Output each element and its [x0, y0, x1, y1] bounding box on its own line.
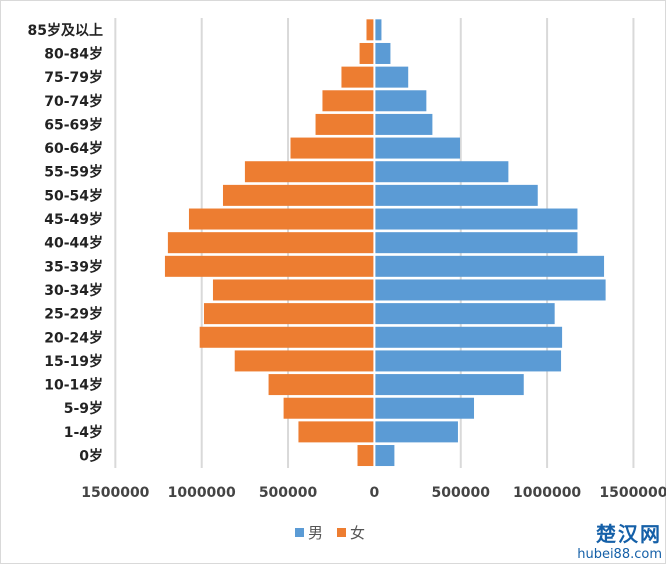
category-label: 70-74岁 [44, 93, 103, 110]
bar-female [212, 279, 374, 301]
bar-male [375, 397, 475, 419]
bar-female [234, 350, 374, 372]
bar-female [244, 161, 374, 183]
bar-female [199, 326, 374, 348]
bar-male [375, 279, 606, 301]
category-label: 80-84岁 [44, 45, 103, 62]
watermark-name: 楚汉网 [596, 522, 662, 546]
x-tick-labels: 1500000 1000000 500000 0 500000 1000000 150000… [81, 485, 666, 501]
bar-male [375, 42, 391, 64]
legend-label: 男 [308, 524, 323, 542]
category-label: 45-49岁 [44, 211, 103, 228]
bar-female [366, 19, 374, 41]
legend-swatch [295, 528, 304, 537]
category-label: 55-59岁 [44, 164, 103, 181]
category-label: 10-14岁 [44, 377, 103, 394]
bar-female [268, 374, 374, 396]
category-label: 85岁及以上 [28, 22, 103, 39]
watermark-logo: 楚汉网 hubei88.com [577, 518, 662, 562]
bar-female [222, 184, 374, 206]
legend-label: 女 [350, 524, 365, 542]
bar-female [203, 303, 374, 325]
category-label: 75-79岁 [44, 69, 103, 86]
x-tick-label: 1000000 [168, 485, 236, 501]
legend: 男女 [295, 524, 365, 542]
bar-female [164, 255, 374, 277]
watermark-url: hubei88.com [577, 547, 662, 562]
bar-female [298, 421, 374, 443]
x-tick-label: 500000 [432, 485, 491, 501]
x-tick-label: 500000 [259, 485, 318, 501]
bar-male [375, 66, 409, 88]
category-label: 60-64岁 [44, 140, 103, 157]
bar-male [375, 208, 578, 230]
bars [164, 19, 606, 467]
bar-female [357, 445, 374, 467]
bar-male [375, 161, 509, 183]
category-label: 1-4岁 [64, 424, 103, 441]
x-tick-label: 1000000 [513, 485, 581, 501]
bar-female [167, 232, 374, 254]
bar-male [375, 232, 578, 254]
bar-male [375, 184, 538, 206]
category-label: 65-69岁 [44, 116, 103, 133]
x-tick-label: 1500000 [599, 485, 666, 501]
bar-female [322, 90, 374, 112]
category-label: 20-24岁 [44, 329, 103, 346]
bar-female [290, 137, 374, 159]
bar-male [375, 19, 382, 41]
bar-male [375, 90, 427, 112]
bar-male [375, 303, 555, 325]
category-label: 30-34岁 [44, 282, 103, 299]
x-tick-label: 0 [370, 485, 380, 501]
bar-female [359, 42, 374, 64]
legend-swatch [337, 528, 346, 537]
bar-female [341, 66, 374, 88]
bar-male [375, 350, 562, 372]
bar-female [315, 113, 374, 135]
category-labels: 85岁及以上 80-84岁 75-79岁 70-74岁 65-69岁 60-64岁 55-5… [28, 22, 103, 465]
bar-male [375, 137, 461, 159]
bar-female [283, 397, 374, 419]
bar-male [375, 374, 524, 396]
category-label: 25-29岁 [44, 306, 103, 323]
bar-male [375, 421, 458, 443]
x-tick-label: 1500000 [81, 485, 149, 501]
category-label: 15-19岁 [44, 353, 103, 370]
bar-female [188, 208, 374, 230]
bar-male [375, 326, 563, 348]
category-label: 35-39岁 [44, 258, 103, 275]
bar-male [375, 445, 395, 467]
category-label: 5-9岁 [64, 400, 103, 417]
category-label: 50-54岁 [44, 187, 103, 204]
bar-male [375, 113, 433, 135]
bar-male [375, 255, 605, 277]
category-label: 40-44岁 [44, 235, 103, 252]
category-label: 0岁 [79, 448, 103, 465]
